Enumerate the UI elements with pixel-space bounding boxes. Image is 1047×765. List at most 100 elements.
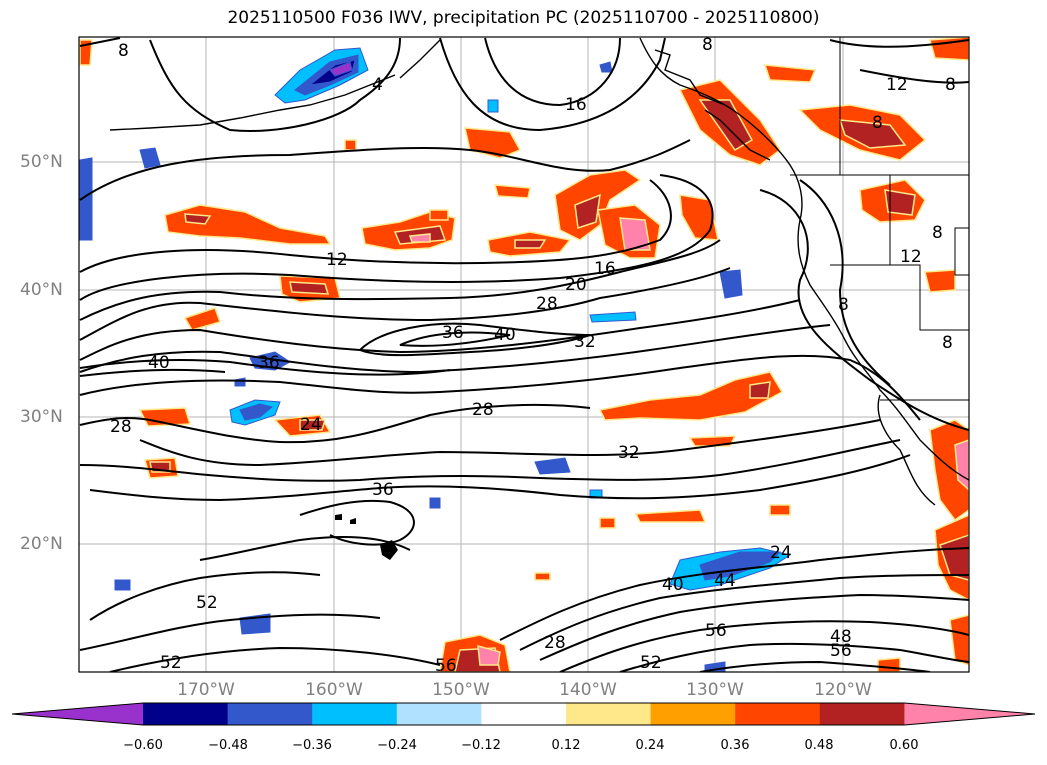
- cb-cell-5: [481, 703, 567, 725]
- contour-36-center: [358, 322, 591, 357]
- coast-main: [639, 37, 969, 481]
- contour-12-coast: [799, 179, 891, 386]
- map-background: [79, 37, 969, 672]
- colorbar-cells: [11, 702, 1036, 726]
- contour-label-35: 8: [838, 295, 849, 315]
- contour-20: [79, 239, 721, 321]
- cb-tick-2: −0.48: [208, 738, 248, 753]
- cb-tick-7: 0.24: [635, 738, 665, 753]
- cb-tick-10: 0.60: [889, 738, 919, 753]
- hawaii-oahu: [335, 514, 342, 520]
- contour-36: [89, 454, 911, 502]
- aleutians: [109, 74, 396, 131]
- cb-extend-min: [12, 703, 143, 725]
- contour-36-upper: [79, 359, 451, 376]
- contour-32-mid: [139, 419, 881, 467]
- cb-tick-6: 0.12: [551, 738, 581, 753]
- lat-label-20n: 20°N: [20, 534, 63, 554]
- map-title: 2025110500 F036 IWV, precipitation PC (2…: [227, 8, 820, 28]
- contour-52-lower: [79, 613, 381, 651]
- contour-56-se: [699, 660, 931, 672]
- contour-label-24: 52: [196, 593, 218, 613]
- contour-48-se: [559, 620, 969, 672]
- cb-extend-max: [904, 703, 1035, 725]
- lat-label-50n: 50°N: [20, 152, 63, 172]
- cb-cell-9: [819, 703, 905, 725]
- contour-40-west: [79, 368, 226, 377]
- contour-label-28: 56: [435, 656, 457, 676]
- contour-label-1: 8: [118, 41, 129, 61]
- contour-40-se: [519, 574, 969, 651]
- precip-positive: [79, 37, 969, 672]
- contour-52-west: [89, 571, 321, 621]
- cb-tick-3: −0.36: [292, 738, 332, 753]
- contour-4-8: [149, 37, 401, 132]
- contour-label-34: 12: [900, 247, 922, 267]
- contour-label-10: 28: [536, 294, 558, 314]
- contour-32: [79, 354, 921, 421]
- contour-label-25: 52: [160, 653, 182, 673]
- contour-32-lower: [79, 439, 901, 482]
- hawaii: [335, 514, 398, 560]
- contour-52-se: [619, 642, 969, 672]
- contour-16: [439, 37, 666, 132]
- contour-label-22: 40: [662, 575, 684, 595]
- contour-labels: 8 4 16 8 12 8 12 16 20 28 36 40 32 40 36…: [110, 35, 956, 676]
- contour-label-20: 36: [372, 480, 394, 500]
- gridlines: [79, 37, 969, 672]
- contour-label-4: 8: [702, 35, 713, 55]
- contour-8-nw: [79, 37, 121, 47]
- contour-label-9: 20: [565, 275, 587, 295]
- contour-36-loop: [299, 499, 415, 546]
- contour-8-coast: [759, 189, 969, 431]
- cb-cell-8: [735, 703, 821, 725]
- map-content: 8 4 16 8 12 8 12 16 20 28 36 40 32 40 36…: [79, 35, 969, 676]
- contour-label-17: 28: [110, 417, 132, 437]
- lon-label-170w: 170°W: [177, 680, 235, 700]
- contour-16-main: [79, 174, 714, 301]
- cb-tick-1: −0.60: [123, 738, 163, 753]
- contour-52-bottom: [109, 646, 441, 672]
- contour-label-30: 56: [830, 641, 852, 661]
- contour-label-29: 48: [830, 627, 852, 647]
- contour-label-3: 16: [565, 95, 587, 115]
- border-small: [954, 227, 969, 276]
- lon-label-140w: 140°W: [559, 680, 617, 700]
- borders: [790, 37, 969, 401]
- cb-cell-7: [650, 703, 736, 725]
- cb-outline: [11, 702, 1036, 726]
- cb-cell-4: [396, 703, 482, 725]
- cb-cell-6: [566, 703, 652, 725]
- contour-label-6: 8: [945, 75, 956, 95]
- contour-label-19: 32: [618, 443, 640, 463]
- hawaii-big-island: [380, 540, 398, 560]
- coast-bc: [704, 109, 771, 161]
- contour-16-inner: [484, 37, 621, 107]
- border-states: [830, 264, 969, 331]
- contour-label-33: 8: [932, 223, 943, 243]
- contour-28: [79, 299, 801, 361]
- coast-baja: [877, 394, 936, 506]
- coast-islands-ak: [654, 49, 726, 106]
- contour-label-31: 52: [640, 653, 662, 673]
- contour-label-18: 24: [300, 415, 322, 435]
- contour-label-26: 56: [705, 621, 727, 641]
- contour-label-8: 16: [594, 259, 616, 279]
- contour-12-upper: [79, 139, 691, 201]
- contour-label-15: 36: [258, 353, 280, 373]
- lat-label-30n: 30°N: [20, 407, 63, 427]
- cb-tick-8: 0.36: [720, 738, 750, 753]
- alaska-pen: [399, 39, 441, 79]
- cb-tick-9: 0.48: [804, 738, 834, 753]
- contour-24: [79, 267, 731, 341]
- coastline: [109, 37, 969, 506]
- contour-label-2: 4: [372, 75, 383, 95]
- lon-label-130w: 130°W: [686, 680, 744, 700]
- contour-label-14: 40: [148, 353, 170, 373]
- cb-cell-3: [312, 703, 398, 725]
- cb-cell-1: [143, 703, 229, 725]
- contour-label-27: 28: [544, 633, 566, 653]
- contour-label-23: 44: [714, 571, 736, 591]
